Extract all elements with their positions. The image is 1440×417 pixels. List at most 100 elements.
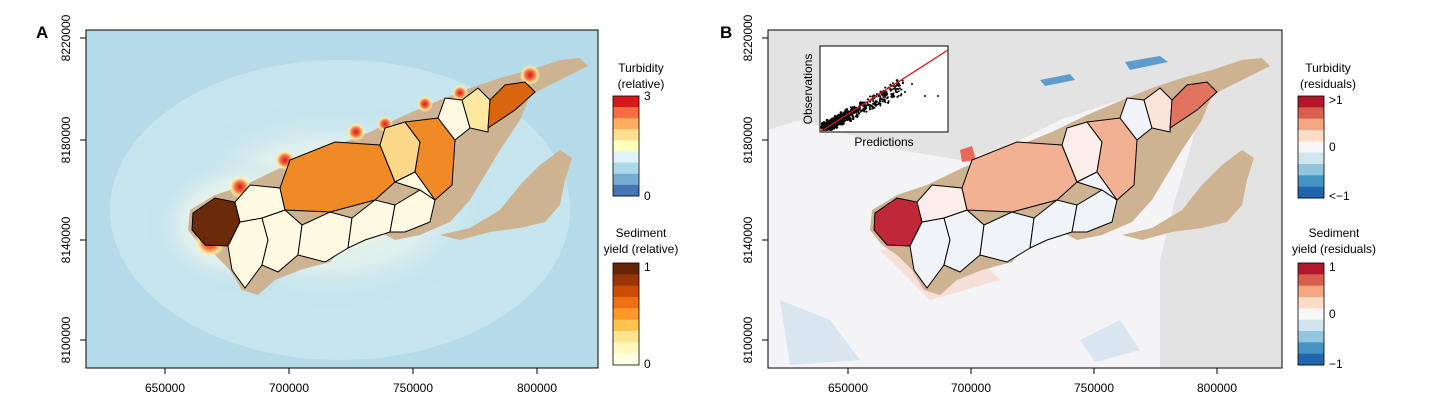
scatter-point	[832, 125, 835, 129]
scatter-point	[891, 82, 894, 85]
map-frame-a	[85, 29, 599, 369]
scatter-point	[859, 101, 862, 104]
panel-label-b: B	[720, 23, 732, 42]
scatter-point	[863, 104, 866, 107]
colorbar-step	[613, 297, 639, 304]
scatter-point	[895, 79, 898, 82]
scatter-point	[868, 106, 871, 109]
colorbar	[1297, 95, 1325, 199]
scatter-point	[879, 104, 882, 107]
colorbar-step	[613, 319, 639, 326]
scatter-point	[901, 82, 904, 85]
scatter-point	[892, 94, 895, 97]
colorbar-step	[1298, 274, 1324, 281]
scatter-point	[895, 90, 898, 93]
scatter-point	[879, 102, 882, 105]
colorbar-step	[613, 184, 639, 191]
residual-blue-speckle	[780, 300, 860, 365]
legend-title: Sediment	[1309, 226, 1360, 240]
fit-line	[819, 49, 949, 133]
reef-blue	[1040, 74, 1075, 86]
colorbar-step	[1298, 186, 1324, 193]
colorbar-step	[613, 118, 639, 125]
x-tick-label: 700000	[269, 381, 309, 395]
scatter-point	[833, 116, 837, 119]
scatter-point	[844, 109, 847, 112]
colorbar-step	[1298, 263, 1324, 270]
y-tick-label: 8180000	[59, 116, 73, 163]
colorbar-step	[1298, 124, 1324, 131]
scatter-point	[874, 100, 877, 102]
colorbar-step	[1298, 348, 1324, 355]
scatter-point	[869, 108, 871, 111]
scatter-point	[889, 88, 892, 91]
scatter-point	[863, 109, 866, 112]
colorbar	[612, 262, 640, 366]
panel-b: B	[720, 14, 1376, 395]
legend-title: (residuals)	[1300, 77, 1356, 91]
colorbar-step	[1298, 113, 1324, 120]
colorbar-step	[1298, 141, 1324, 148]
x-tick-label: 750000	[1074, 381, 1114, 395]
y-tick-label: 8180000	[741, 116, 755, 163]
colorbar-step	[1298, 96, 1324, 103]
colorbar-step	[1298, 147, 1324, 154]
scatter-point	[924, 95, 926, 97]
colorbar-step	[613, 96, 639, 103]
scatter-point	[871, 107, 874, 110]
inset-ylabel: Observations	[801, 54, 815, 125]
legend-tick-mid: 0	[1329, 140, 1336, 154]
legend-tick-top: 3	[644, 89, 651, 103]
catchment	[487, 81, 536, 129]
colorbar-step	[613, 331, 639, 338]
colorbar-step	[613, 274, 639, 281]
legend-tick-top: 1	[1329, 260, 1336, 274]
scatter-point	[866, 98, 869, 101]
legend-tick-bottom: <−1	[1329, 189, 1350, 203]
scatter-point	[891, 96, 894, 99]
reef-blue	[1125, 56, 1168, 70]
map-area-b	[768, 30, 1282, 368]
colorbar-step	[613, 263, 639, 270]
colorbar-step	[1298, 107, 1324, 114]
colorbar-step	[1298, 181, 1324, 188]
colorbar-step	[613, 168, 639, 175]
colorbar-step	[613, 107, 639, 114]
colorbar-step	[1298, 118, 1324, 125]
colorbar-step	[1298, 297, 1324, 304]
colorbar-step	[613, 325, 639, 332]
legend-turbidity-residuals: Turbidity (residuals) >1 0 <−1	[1297, 61, 1356, 203]
colorbar-step	[613, 353, 639, 360]
colorbar-step	[1298, 268, 1324, 275]
scatter-point	[900, 88, 903, 91]
scatter-point	[872, 102, 874, 105]
catchment	[1169, 81, 1218, 129]
scatter-point	[861, 109, 864, 112]
scatter-point	[897, 94, 900, 97]
x-tick-label: 750000	[393, 381, 433, 395]
x-axis-a: 650000 700000 750000 800000	[145, 368, 557, 395]
catchment	[261, 209, 303, 273]
scatter-point	[878, 98, 881, 101]
colorbar-step	[613, 336, 639, 343]
y-axis-b: 8220000 8180000 8140000 8100000	[741, 14, 768, 363]
legend-title: Turbidity	[1305, 61, 1351, 75]
scatter-point	[849, 119, 852, 122]
colorbar-step	[1298, 135, 1324, 142]
scatter-point	[887, 101, 890, 104]
scatter-point	[865, 104, 868, 107]
colorbar-frame	[1297, 262, 1325, 366]
scatter-point	[937, 95, 939, 97]
colorbar-step	[1298, 192, 1324, 199]
colorbar-frame	[612, 262, 640, 366]
scatter-point	[898, 87, 901, 90]
scatter-point	[884, 101, 887, 104]
x-tick-label: 650000	[828, 381, 868, 395]
scatter-point	[865, 110, 868, 113]
colorbar-step	[1298, 359, 1324, 366]
legend-sediment-residuals: Sediment yield (residuals) 1 0 −1	[1292, 226, 1376, 371]
scatter-point	[897, 88, 899, 90]
scatter-point	[858, 109, 860, 112]
scatter-point	[886, 96, 889, 99]
